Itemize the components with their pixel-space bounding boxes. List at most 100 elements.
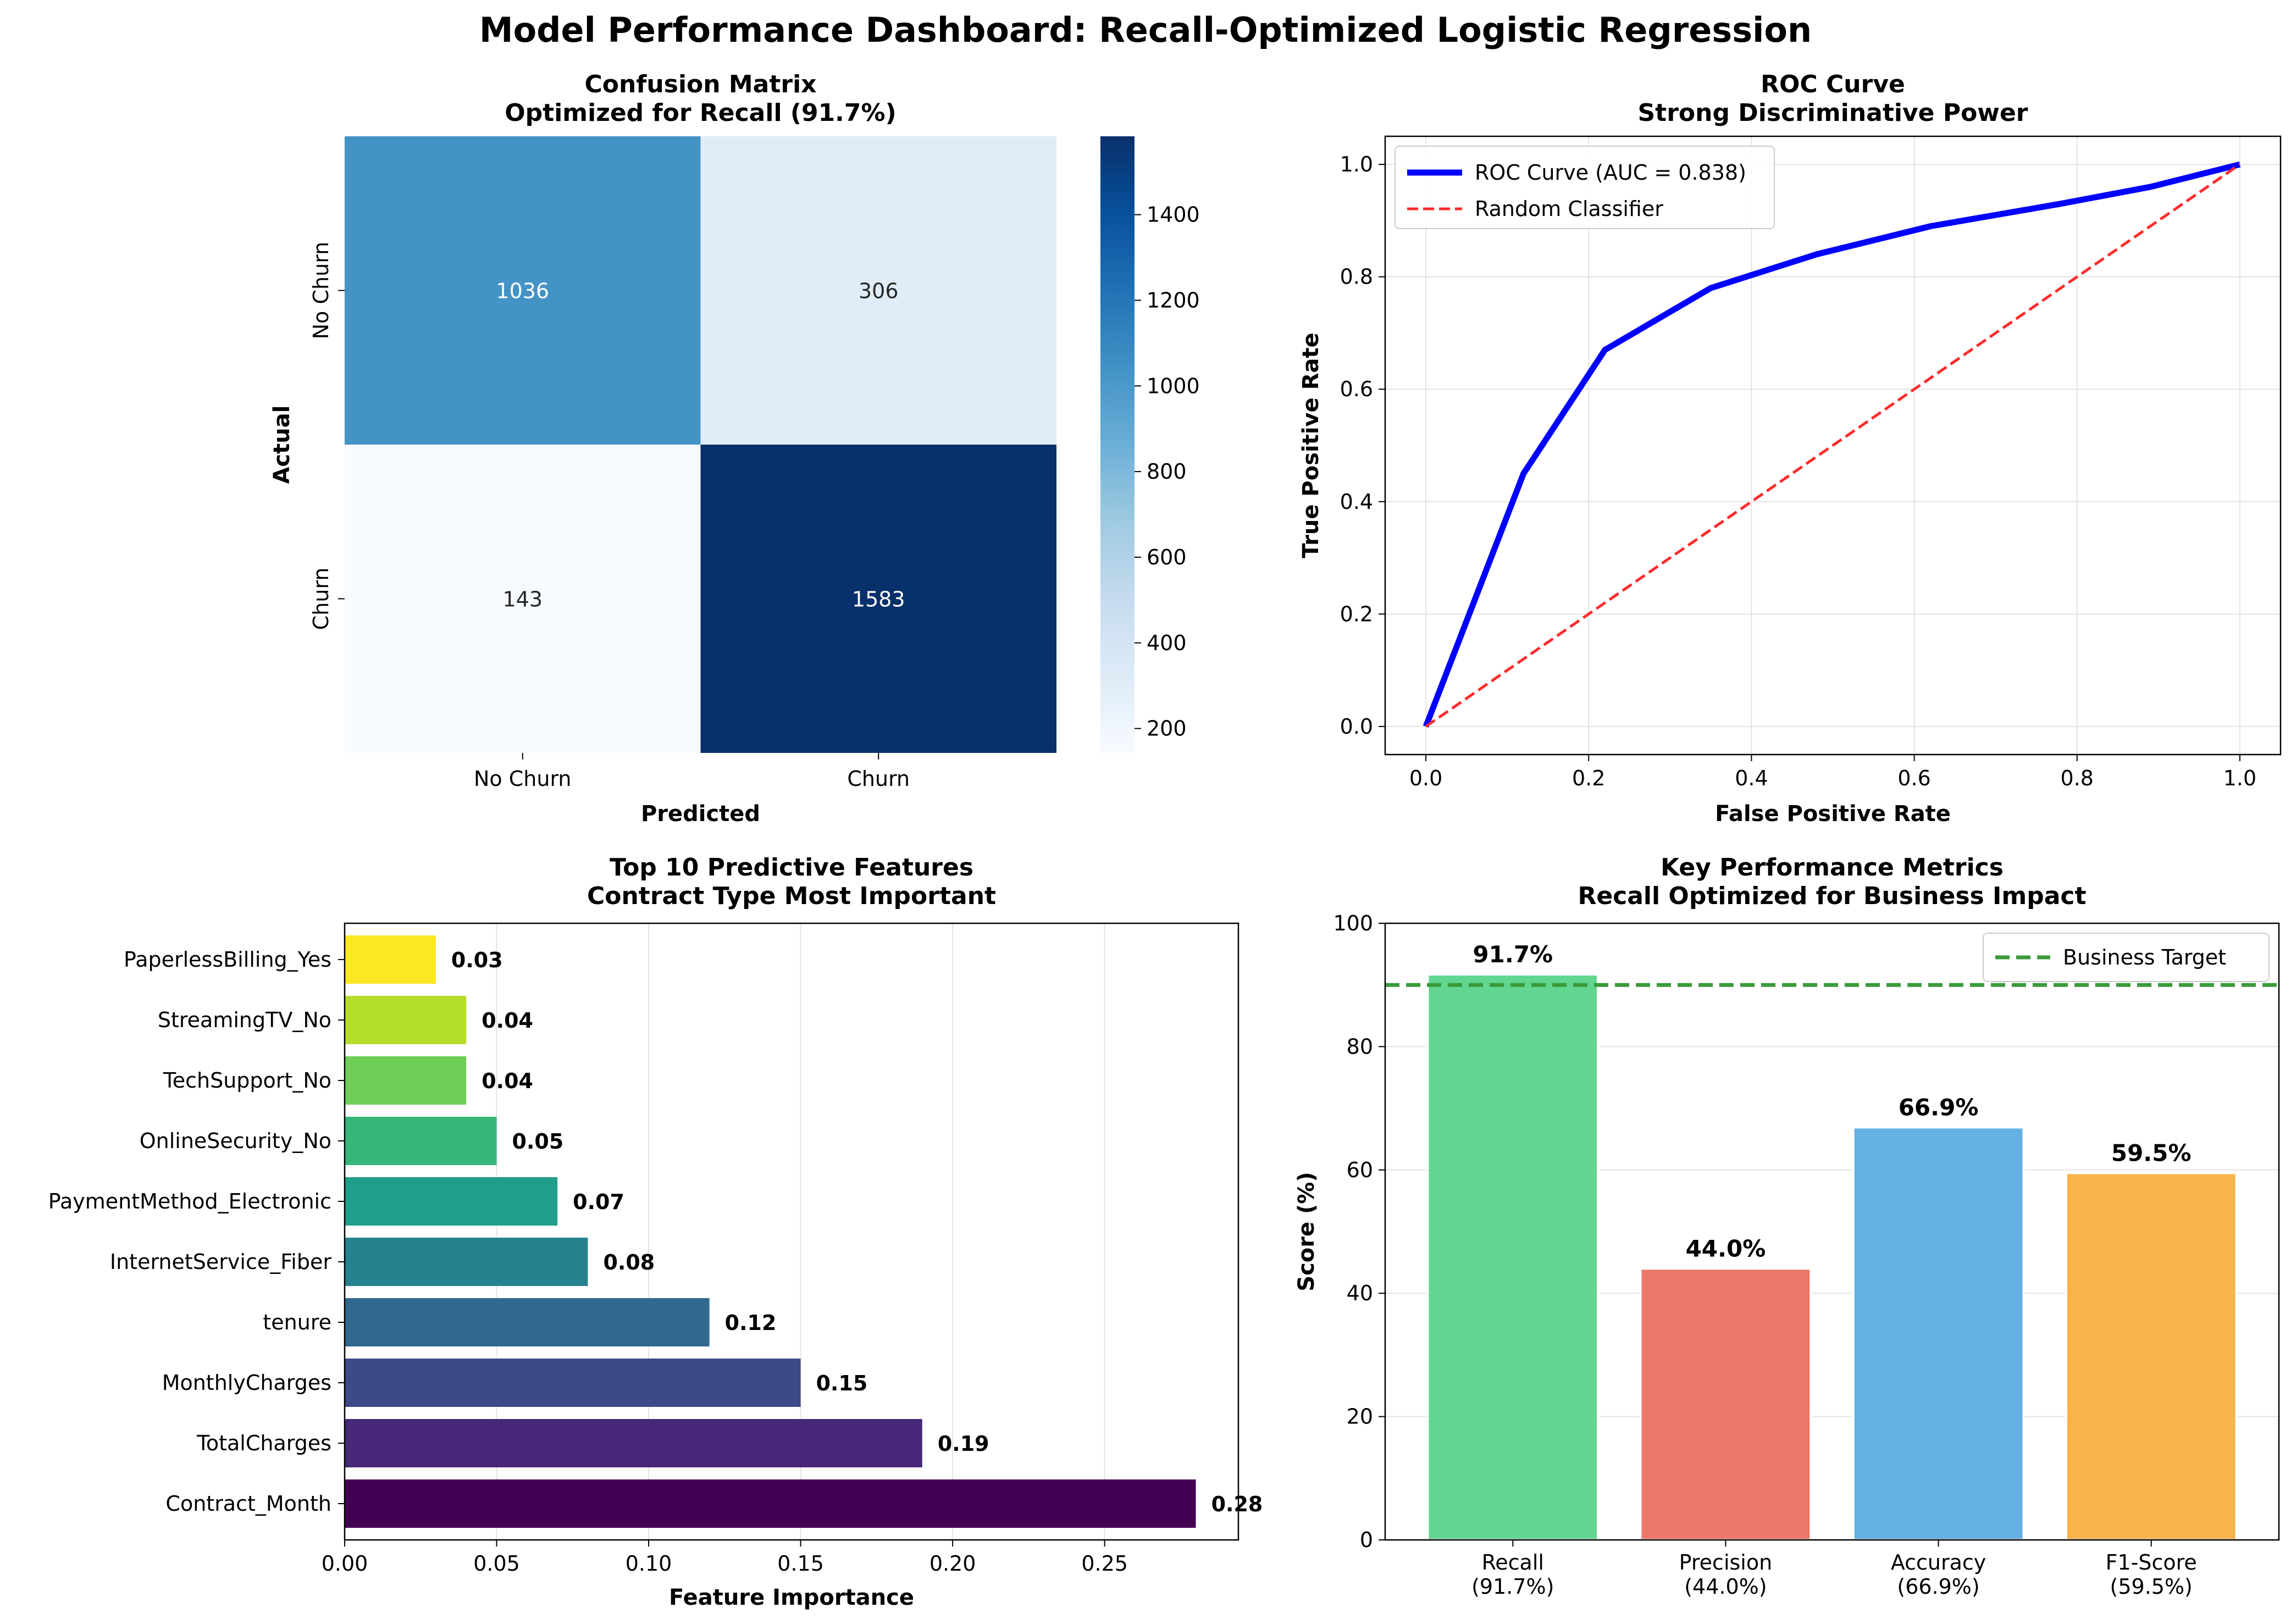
feature-bar [345,1298,710,1346]
x-tick-label: 0.20 [929,1551,976,1576]
x-tick-label: 0.6 [1897,766,1930,790]
colorbar-tick-label: 600 [1147,545,1187,569]
x-tick-label: 1.0 [2223,766,2256,790]
chart-subtitle: Strong Discriminative Power [1637,99,2028,127]
chart-title: Top 10 Predictive Features [610,853,973,882]
x-tick-label: 0.2 [1572,766,1605,790]
x-tick-sublabel: (59.5%) [2110,1575,2193,1599]
colorbar-tick-label: 1200 [1147,288,1200,312]
y-tick-label: OnlineSecurity_No [140,1129,331,1153]
legend-label: Random Classifier [1475,197,1663,221]
x-tick-label: Churn [847,767,910,791]
colorbar-tick-label: 400 [1147,631,1187,655]
y-axis-label: Score (%) [1294,1172,1319,1291]
y-tick-label: Contract_Month [165,1492,331,1516]
x-tick-label: 0.0 [1409,766,1442,790]
roc-curve-line [1423,161,2241,728]
bar-value-label: 0.05 [512,1129,564,1154]
bar-value-label: 0.19 [938,1432,989,1456]
y-tick-label: tenure [263,1310,331,1334]
legend-box [1394,146,1775,229]
cell-value-label: 143 [502,587,543,612]
legend-box [1983,933,2270,982]
y-tick-label: 0 [1360,1528,1373,1552]
bar-value-label: 0.08 [603,1250,655,1274]
chart-subtitle: Contract Type Most Important [587,882,996,910]
y-tick-label: 1.0 [1340,152,1373,176]
feature-bar [345,935,436,984]
y-tick-label: 0.0 [1340,714,1373,739]
legend-label: Business Target [2063,945,2226,969]
chart-subtitle: Recall Optimized for Business Impact [1578,882,2086,910]
plot-frame [344,922,1239,1541]
y-tick-label: 80 [1347,1034,1373,1058]
x-tick-sublabel: (44.0%) [1684,1575,1767,1599]
cell-value-label: 1583 [852,587,905,612]
x-tick-label: 0.05 [473,1551,520,1576]
x-tick-label: 0.15 [777,1551,824,1576]
x-tick-label: 0.10 [626,1551,672,1576]
heatmap-cell [345,445,701,753]
y-tick-label: TotalCharges [196,1431,331,1455]
x-tick-label: Precision [1679,1550,1773,1575]
y-tick-label: 60 [1347,1158,1373,1182]
chart-title: Confusion Matrix [584,70,816,98]
metric-bar [1426,973,1600,1541]
bar-value-label: 59.5% [2111,1139,2192,1166]
heatmap-cell [700,445,1056,753]
x-axis-label: Feature Importance [669,1585,914,1610]
y-tick-label: InternetService_Fiber [110,1250,331,1274]
colorbar-tick-label: 800 [1147,459,1187,484]
bar-value-label: 0.12 [725,1311,777,1335]
y-tick-label: MonthlyCharges [162,1371,331,1395]
x-axis-label: False Positive Rate [1715,801,1951,827]
heatmap-cell [700,136,1056,445]
x-tick-label: 0.25 [1081,1551,1128,1576]
metric-bar [2065,1172,2238,1541]
colorbar-tick-label: 1000 [1147,374,1200,398]
bar-value-label: 0.04 [482,1008,533,1033]
bar-value-label: 0.15 [816,1371,868,1395]
y-tick-label: No Churn [309,242,333,340]
x-tick-label: No Churn [474,767,572,791]
feature-bar [345,1177,558,1226]
y-tick-label: TechSupport_No [163,1068,331,1093]
heatmap-cell [345,136,701,445]
metric-bar [1639,1267,1812,1542]
bar-value-label: 66.9% [1899,1094,1979,1121]
x-tick-label: F1-Score [2106,1550,2197,1575]
bar-value-label: 0.04 [482,1069,533,1093]
dashboard-title: Model Performance Dashboard: Recall-Opti… [479,10,1812,50]
plot-frame [1384,922,2280,1541]
y-tick-label: 0.8 [1340,265,1373,289]
bar-value-label: 0.07 [573,1190,624,1214]
y-tick-label: PaymentMethod_Electronic [48,1189,331,1213]
feature-bar [345,1117,497,1165]
y-axis-label: True Positive Rate [1298,332,1324,558]
random-classifier-line [1425,163,2241,728]
feature-bar [345,1359,801,1407]
y-tick-label: Churn [309,568,333,630]
legend-label: ROC Curve (AUC = 0.838) [1475,160,1746,185]
metric-bar [1852,1126,2025,1542]
bar-value-label: 0.28 [1211,1492,1263,1516]
chart-title: ROC Curve [1761,70,1905,98]
feature-bar [345,996,467,1044]
chart-subtitle: Optimized for Recall (91.7%) [505,99,896,127]
colorbar-tick-label: 1400 [1147,203,1200,227]
cell-value-label: 306 [859,279,899,303]
plot-frame [1384,135,2282,756]
bar-value-label: 91.7% [1473,941,1553,968]
y-tick-label: 100 [1333,911,1373,935]
x-axis-label: Predicted [641,801,760,827]
colorbar-tick-label: 200 [1147,717,1187,741]
bar-value-label: 44.0% [1686,1235,1766,1262]
feature-bar [345,1419,922,1467]
cell-value-label: 1036 [496,279,549,303]
y-tick-label: 40 [1347,1281,1373,1305]
x-tick-label: 0.8 [2061,766,2094,790]
bar-value-label: 0.03 [451,948,503,972]
